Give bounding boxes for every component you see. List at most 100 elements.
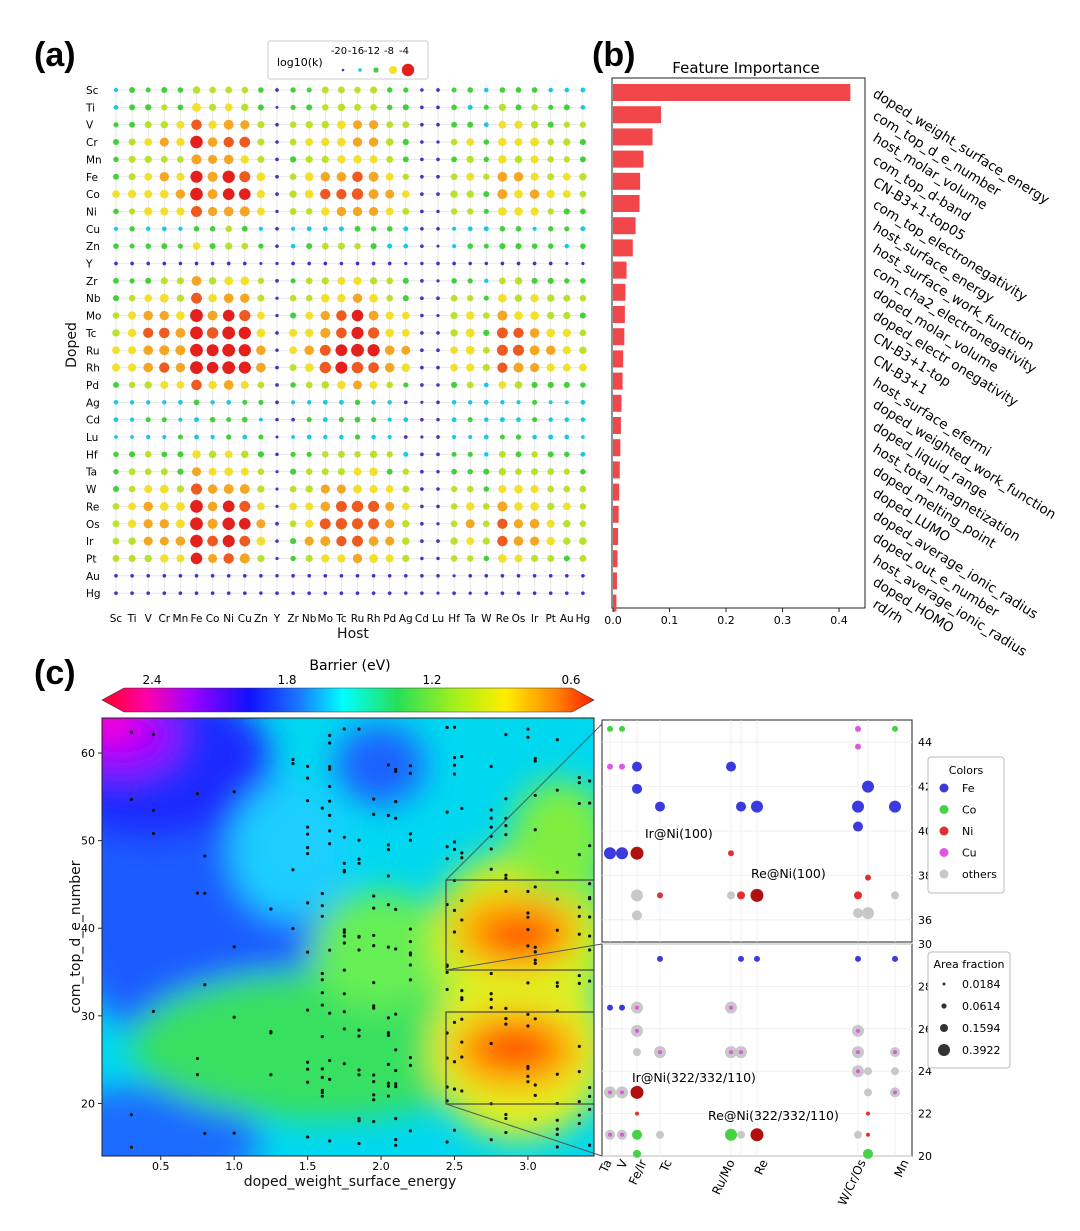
sample-point bbox=[328, 842, 332, 846]
bubble-Nb-Tc bbox=[305, 328, 314, 338]
bubble-Mo-W bbox=[320, 484, 330, 494]
bubble-Ir-Os bbox=[529, 518, 540, 529]
bubble-Au-Os bbox=[563, 520, 571, 528]
sample-point bbox=[291, 868, 295, 872]
x-tick-W: W bbox=[481, 613, 492, 625]
bubble-Nb-Rh bbox=[304, 363, 314, 373]
bubble-Co-Cr bbox=[207, 137, 218, 147]
bubble-Y-Hg bbox=[275, 591, 279, 595]
bubble-Ir-Nb bbox=[530, 294, 539, 303]
bubble-Hg-Rh bbox=[578, 363, 587, 372]
bubble-Cd-Nb bbox=[420, 296, 424, 301]
sample-point bbox=[460, 1040, 464, 1044]
bubble-Fe-Au bbox=[194, 573, 199, 578]
point-others bbox=[853, 908, 863, 919]
bubble-Ta-Cr bbox=[466, 138, 475, 146]
sample-point bbox=[533, 1083, 537, 1087]
bubble-Re-Mn bbox=[498, 155, 507, 164]
sample-point bbox=[269, 907, 273, 911]
bubble-Ti-Ag bbox=[129, 400, 135, 405]
sample-point bbox=[526, 911, 530, 915]
bubble-Co-Pd bbox=[208, 380, 217, 390]
sample-point bbox=[372, 1080, 376, 1084]
bubble-Zn-Mn bbox=[257, 155, 265, 163]
bubble-Zr-Hf bbox=[290, 451, 296, 457]
bubble-Cd-Pt bbox=[420, 556, 424, 561]
x-tick-Nb: Nb bbox=[302, 613, 317, 625]
bubble-Hg-Au bbox=[581, 573, 585, 578]
bubble-Cr-Sc bbox=[161, 86, 168, 94]
bubble-Au-Rh bbox=[562, 363, 571, 372]
bubble-Ru-Nb bbox=[352, 293, 363, 303]
sample-point bbox=[460, 998, 464, 1002]
bubble-V-Tc bbox=[143, 327, 154, 339]
bubble-Zr-Re bbox=[289, 502, 297, 511]
bubble-Ti-V bbox=[129, 121, 136, 128]
sample-point bbox=[372, 1093, 376, 1097]
sample-point bbox=[195, 1072, 200, 1077]
bubble-Cd-Co bbox=[420, 192, 424, 196]
bubble-Co-Hg bbox=[210, 591, 215, 595]
sample-point bbox=[306, 1080, 310, 1084]
bubble-Cu-Au bbox=[242, 573, 247, 578]
x-tick-labels: Sc Ti V Cr Mn Fe Co Ni Cu Zn Y Zr Nb Mo Tc Ru Rh Pd Ag Cd Lu… bbox=[110, 613, 590, 625]
bubble-Cd-Rh bbox=[420, 365, 424, 370]
bubble-Mn-Y bbox=[178, 261, 183, 266]
bubble-V-Nb bbox=[144, 294, 153, 303]
bubble-Zr-Tc bbox=[289, 328, 298, 337]
bubble-Fe-Re bbox=[190, 500, 203, 513]
bubble-Rh-Mn bbox=[369, 155, 378, 164]
bubble-Pt-Hg bbox=[548, 591, 553, 595]
bubble-Zr-Cu bbox=[291, 226, 296, 231]
bubble-Fe-Fe bbox=[190, 170, 203, 183]
point-Fe bbox=[607, 1004, 613, 1011]
bubble-Cr-Hg bbox=[162, 591, 167, 595]
bubble-Ru-Hf bbox=[354, 451, 361, 458]
area-label-2: 0.1594 bbox=[962, 1022, 1001, 1035]
bubble-Cd-Cu bbox=[420, 226, 424, 231]
bubble-Mo-Co bbox=[320, 188, 331, 200]
x-tick-Zr: Zr bbox=[287, 613, 299, 625]
sample-point bbox=[445, 987, 449, 992]
bubble-Sc-Hg bbox=[114, 591, 118, 595]
bubble-Hf-Ru bbox=[450, 346, 458, 355]
bubble-Ag-Os bbox=[402, 520, 410, 528]
bubble-Mn-Pd bbox=[176, 381, 185, 389]
bubble-Hg-Lu bbox=[581, 435, 585, 439]
bubble-Hg-Mn bbox=[579, 156, 586, 163]
x-tick-Y: Y bbox=[273, 613, 281, 625]
bubble-Cd-Ti bbox=[420, 105, 424, 110]
bubble-Co-W bbox=[207, 484, 218, 494]
bubble-Re-Au bbox=[500, 573, 505, 578]
bubble-Rh-Cu bbox=[370, 226, 377, 232]
bubble-Ta-Zr bbox=[467, 278, 473, 284]
x-tick-Zn: Zn bbox=[254, 613, 268, 625]
bubble-Ir-Ti bbox=[531, 104, 538, 111]
bubble-Hf-Tc bbox=[450, 329, 458, 337]
bubble-Mo-Ni bbox=[321, 207, 330, 216]
bubble-Cu-Re bbox=[239, 500, 251, 512]
sample-point bbox=[357, 1034, 361, 1038]
bubble-Rh-Tc bbox=[368, 327, 380, 339]
bubble-Fe-Zr bbox=[191, 275, 202, 286]
legend-label-Co: Co bbox=[962, 804, 977, 817]
zoom-upper-y-44: 44 bbox=[918, 736, 932, 749]
bubble-Sc-Mo bbox=[112, 312, 120, 319]
sample-point bbox=[526, 1024, 530, 1028]
bubble-Sc-W bbox=[112, 486, 120, 493]
y-tick-Ti: Ti bbox=[85, 102, 95, 114]
bubble-Os-Co bbox=[514, 189, 523, 199]
bubble-Ni-Ru bbox=[222, 343, 236, 357]
y-axis-label: com_top_d_e_number bbox=[68, 860, 84, 1013]
bubble-V-Cr bbox=[144, 138, 153, 146]
zoom-x-W/Cr/Os: W/Cr/Os bbox=[835, 1157, 868, 1207]
bubble-Ni-Y bbox=[226, 261, 231, 266]
bubble-Cd-W bbox=[420, 487, 424, 491]
bubble-Ir-Ag bbox=[532, 399, 538, 405]
x-tick-Hf: Hf bbox=[448, 613, 460, 625]
bubble-Cu-Co bbox=[239, 188, 251, 200]
bubble-Cr-Ru bbox=[159, 345, 170, 356]
point-Ni bbox=[737, 891, 745, 900]
bubble-Nb-Os bbox=[305, 519, 314, 528]
